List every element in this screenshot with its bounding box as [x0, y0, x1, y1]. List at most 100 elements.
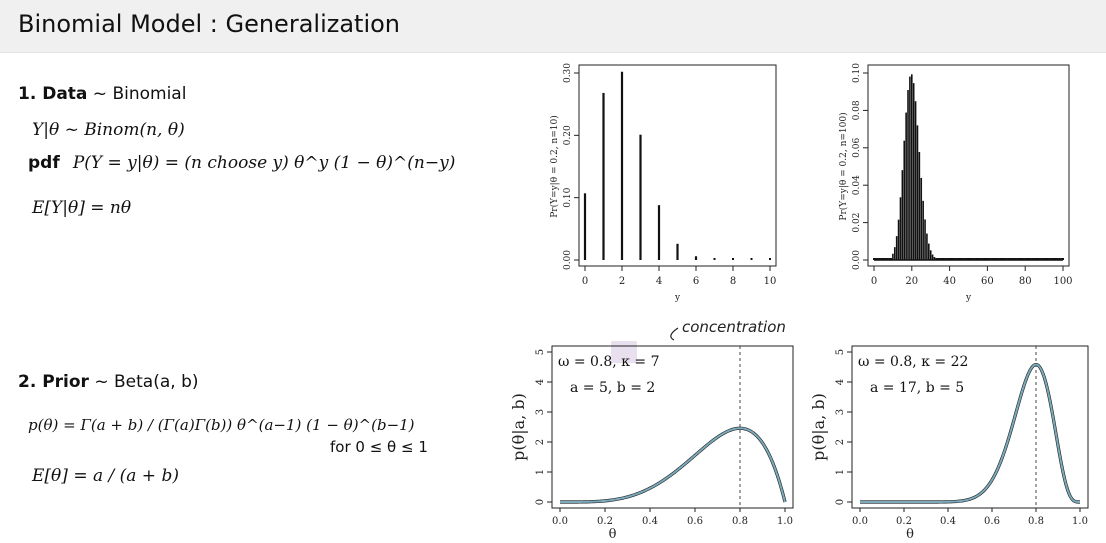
bar — [935, 258, 938, 260]
bar — [1048, 258, 1051, 260]
x-tick-label: 0.8 — [1028, 516, 1044, 527]
y-tick-label: 1 — [835, 469, 846, 475]
bar — [620, 71, 624, 261]
x-tick-label: 20 — [905, 276, 918, 287]
bar — [1044, 258, 1047, 260]
bar — [602, 92, 605, 260]
x-tick-label: 40 — [943, 276, 956, 287]
bar — [1010, 258, 1013, 260]
bar — [888, 258, 891, 260]
bar — [988, 258, 991, 260]
y-tick-label: 5 — [535, 349, 546, 355]
bar — [694, 256, 698, 260]
x-tick-label: 1.0 — [777, 516, 793, 527]
beta-5-2-chart: 0.0 0.2 0.4 0.6 0.8 1.0 θ 0 1 2 3 4 5 p(θ|a, b) ω = 0.… — [509, 341, 794, 542]
y-tick-label: 0.20 — [563, 125, 573, 145]
bar — [1027, 258, 1030, 260]
y-tick-label: 4 — [835, 379, 846, 385]
bar — [950, 258, 953, 260]
bar — [1043, 258, 1046, 260]
bar — [961, 258, 964, 260]
y-tick-label: 2 — [835, 439, 846, 445]
y-axis-label: p(θ|a, b) — [509, 393, 528, 461]
binomial-n100-chart: 0 20 40 60 80 100 y 0.00 0.02 0.04 0.06 0.08 0.10 Pr(… — [838, 63, 1073, 303]
bar — [986, 258, 989, 260]
y-tick-label: 0.10 — [563, 187, 573, 207]
pdf-formula: P(Y = y|θ) = (n choose y) θ^y (1 − θ)^(n… — [72, 153, 456, 173]
x-axis-label: θ — [906, 527, 914, 542]
bar — [1022, 258, 1025, 260]
x-axis-label: θ — [609, 527, 617, 542]
density-curve — [860, 363, 1080, 503]
x-tick-label: 0.4 — [940, 516, 956, 527]
bar — [959, 258, 962, 260]
y-axis-label: Pr(Y=y|θ = 0.2, n=100) — [838, 112, 849, 220]
bar — [999, 258, 1002, 260]
bar — [952, 258, 955, 260]
bar — [1001, 258, 1004, 260]
bar — [1024, 258, 1027, 260]
bar — [909, 76, 911, 261]
bar — [901, 170, 904, 260]
bar — [1020, 258, 1023, 260]
bar — [958, 258, 961, 260]
density-curve — [560, 427, 786, 503]
data-line-1: Y|θ ~ Binom(n, θ) — [32, 120, 185, 140]
x-tick-label: 0 — [871, 276, 877, 287]
y-tick-label: 4 — [535, 379, 546, 385]
bar — [995, 258, 998, 260]
x-tick-label: 0.8 — [732, 516, 748, 527]
beta-17-5-chart: 0.0 0.2 0.4 0.6 0.8 1.0 θ 0 1 2 3 4 5 p(θ|a, b) ω = 0.… — [809, 345, 1089, 542]
bar — [713, 258, 716, 260]
bar — [890, 258, 893, 260]
bar — [973, 258, 976, 260]
annotation-text: concentration — [682, 318, 786, 336]
bar — [911, 74, 913, 260]
x-axis-label: y — [674, 293, 681, 303]
y-tick-label: 0.08 — [852, 100, 862, 120]
bar — [916, 125, 919, 260]
bar — [1014, 258, 1017, 260]
bar — [1031, 258, 1034, 260]
data-line-2: pdf P(Y = y|θ) = (n choose y) θ^y (1 − θ… — [28, 153, 455, 173]
bar — [993, 258, 996, 260]
data-line-3: E[Y|θ] = nθ — [32, 198, 132, 218]
bar — [965, 258, 968, 260]
bar — [1033, 258, 1036, 260]
bar — [1060, 258, 1063, 260]
x-tick-label: 0.2 — [597, 516, 613, 527]
legend-a-b: a = 17, b = 5 — [870, 380, 964, 396]
bar — [1012, 258, 1015, 260]
bar — [912, 83, 915, 260]
prior-line-2: E[θ] = a / (a + b) — [32, 466, 179, 486]
bar — [1058, 258, 1061, 260]
bar — [880, 258, 883, 260]
bar — [1039, 258, 1042, 260]
legend-omega-kappa: ω = 0.8, κ = 22 — [858, 354, 968, 370]
bar — [924, 219, 926, 260]
x-tick-label: 100 — [1053, 276, 1072, 287]
x-tick-label: 8 — [730, 276, 736, 287]
x-tick-label: 0.0 — [552, 516, 568, 527]
x-tick-label: 80 — [1019, 276, 1032, 287]
bar — [1054, 258, 1057, 260]
bar — [984, 258, 987, 260]
x-tick-label: 0.0 — [852, 516, 868, 527]
bar — [922, 200, 924, 260]
bar — [878, 258, 881, 260]
bar — [1018, 258, 1021, 260]
bar — [971, 258, 974, 260]
y-tick-label: 0.30 — [563, 63, 573, 83]
bar — [876, 258, 879, 260]
x-tick-label: 4 — [656, 276, 662, 287]
beta-pdf-formula: p(θ) = Γ(a + b) / (Γ(a)Γ(b)) θ^(a−1) (1 … — [28, 416, 415, 434]
data-heading: 1. Data ~ Binomial — [18, 84, 186, 104]
bar — [926, 233, 928, 260]
bar — [967, 258, 970, 260]
bar — [1056, 258, 1059, 260]
bar — [1029, 258, 1032, 260]
density-curve-outline — [560, 426, 787, 504]
bar — [997, 258, 1000, 260]
bar — [975, 258, 978, 260]
y-tick-label: 2 — [535, 439, 546, 445]
